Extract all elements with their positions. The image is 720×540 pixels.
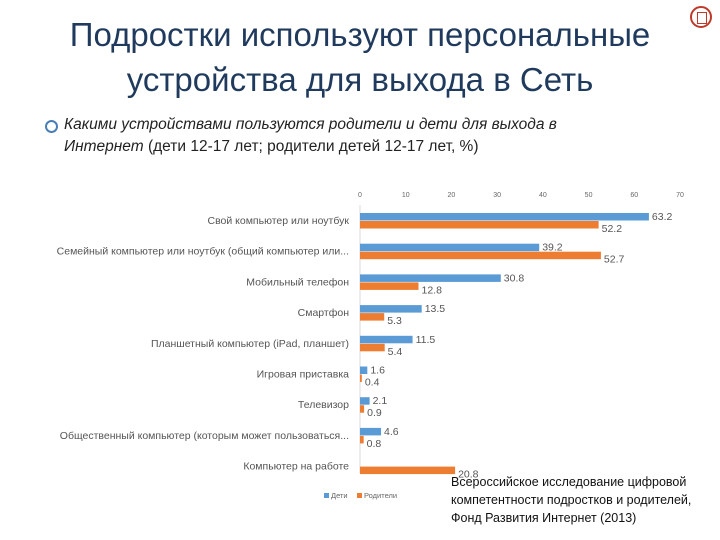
legend-swatch-children: [324, 493, 329, 498]
bar-children: [360, 335, 413, 344]
data-label: 13.5: [425, 303, 446, 315]
data-label: 0.4: [365, 377, 380, 389]
bar-parents: [360, 435, 364, 444]
data-label: 2.1: [373, 395, 388, 407]
x-tick-label: 30: [493, 192, 501, 199]
source-note: Всероссийское исследование цифровой комп…: [451, 475, 692, 525]
bar-parents: [360, 221, 599, 229]
page-title: Подростки используют персональные устрой…: [20, 12, 700, 102]
bar-parents: [360, 343, 385, 352]
legend-label-children: Дети: [331, 491, 348, 500]
bar-chart: 0 10 20 30 40 50 60 70 Свой компьютер или ноутбу…: [57, 192, 684, 500]
data-label: 0.9: [367, 407, 382, 419]
data-label: 20.8: [458, 469, 479, 481]
data-label: 63.2: [652, 211, 673, 223]
x-tick-label: 60: [630, 192, 638, 199]
bar-children: [360, 366, 368, 374]
data-label: 12.8: [422, 284, 443, 296]
circle-bullet-icon: [45, 120, 58, 133]
data-label: 4.6: [384, 426, 399, 438]
category-label: Смартфон: [298, 307, 350, 319]
subtitle-question: Какими устройствами пользуются родители …: [64, 116, 557, 155]
bar-children: [360, 274, 501, 282]
data-label: 1.6: [370, 365, 385, 377]
data-label: 39.2: [542, 242, 563, 254]
x-tick-label: 0: [358, 192, 362, 199]
category-label: Семейный компьютер или ноутбук (общий ко…: [57, 246, 349, 258]
category-label: Компьютер на работе: [243, 461, 349, 473]
bar-parents: [360, 405, 365, 413]
bar-children: [360, 397, 370, 405]
data-label: 52.7: [604, 254, 625, 266]
x-tick-label: 40: [539, 192, 547, 199]
legend-label-parents: Родители: [364, 491, 397, 500]
x-tick-label: 10: [402, 192, 410, 199]
data-label: 5.3: [387, 315, 402, 327]
x-tick-label: 50: [585, 192, 593, 199]
data-label: 52.2: [602, 223, 623, 235]
legend-swatch-parents: [357, 493, 362, 498]
bar-parents: [360, 251, 601, 260]
bar-children: [360, 213, 649, 221]
university-logo-icon: [690, 6, 712, 28]
title-line-2: устройства для выхода в Сеть: [126, 61, 594, 98]
bar-children: [360, 243, 540, 252]
category-label: Общественный компьютер (которым может по…: [60, 430, 349, 442]
x-tick-label: 20: [448, 192, 456, 199]
chart-subtitle: Какими устройствами пользуются родители …: [64, 114, 624, 158]
bar-children: [360, 305, 422, 313]
bar-children: [360, 427, 382, 436]
category-label: Свой компьютер или ноутбук: [207, 215, 349, 227]
category-label: Телевизор: [298, 399, 349, 411]
bar-parents: [360, 466, 456, 475]
category-label: Планшетный компьютер (iPad, планшет): [151, 338, 349, 350]
category-label: Игровая приставка: [257, 369, 350, 381]
category-label: Мобильный телефон: [246, 276, 349, 288]
bar-parents: [360, 282, 419, 290]
data-label: 5.4: [388, 346, 403, 358]
bar-parents: [360, 374, 362, 382]
bar-parents: [360, 313, 385, 321]
data-label: 30.8: [504, 272, 525, 284]
data-label: 11.5: [416, 334, 436, 346]
data-label: 0.8: [367, 438, 382, 450]
x-tick-label: 70: [676, 192, 684, 199]
subtitle-sample: (дети 12-17 лет; родители детей 12-17 ле…: [143, 138, 479, 155]
title-line-1: Подростки используют персональные: [69, 16, 651, 53]
